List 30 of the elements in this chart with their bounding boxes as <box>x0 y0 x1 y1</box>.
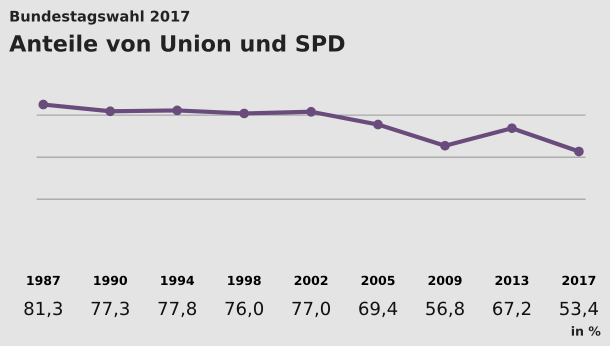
data-label: 67,2 <box>493 302 530 318</box>
point <box>574 146 584 156</box>
point <box>172 106 182 116</box>
x-tick-label: 2002 <box>294 276 328 286</box>
chart-title: Anteile von Union und SPD <box>9 34 344 52</box>
chart-subtitle: Bundestagswahl 2017 <box>10 10 190 25</box>
point <box>105 106 116 116</box>
data-label: 81,3 <box>24 302 62 318</box>
x-tick-label: 2009 <box>428 276 462 286</box>
data-label: 77,0 <box>292 302 330 318</box>
x-tick-label: 1994 <box>161 276 194 286</box>
data-label: 76,0 <box>226 302 264 318</box>
point <box>507 123 517 134</box>
x-tick-label: 1998 <box>228 276 261 286</box>
point <box>38 100 48 110</box>
data-label: 56,8 <box>426 302 464 318</box>
point <box>239 108 250 118</box>
x-tick-label: 2017 <box>562 276 596 286</box>
x-tick-label: 1987 <box>27 276 60 286</box>
data-label: 69,4 <box>359 302 398 318</box>
point <box>440 140 450 151</box>
x-tick-label: 2013 <box>496 276 528 286</box>
data-label: 77,8 <box>158 302 196 318</box>
x-tick-label: 1990 <box>94 276 128 286</box>
x-tick-label: 2005 <box>362 276 395 286</box>
point <box>373 120 383 130</box>
point <box>306 106 316 117</box>
data-label: 53,4 <box>560 302 598 318</box>
data-label: 77,3 <box>92 302 129 318</box>
text: in % <box>572 326 600 336</box>
